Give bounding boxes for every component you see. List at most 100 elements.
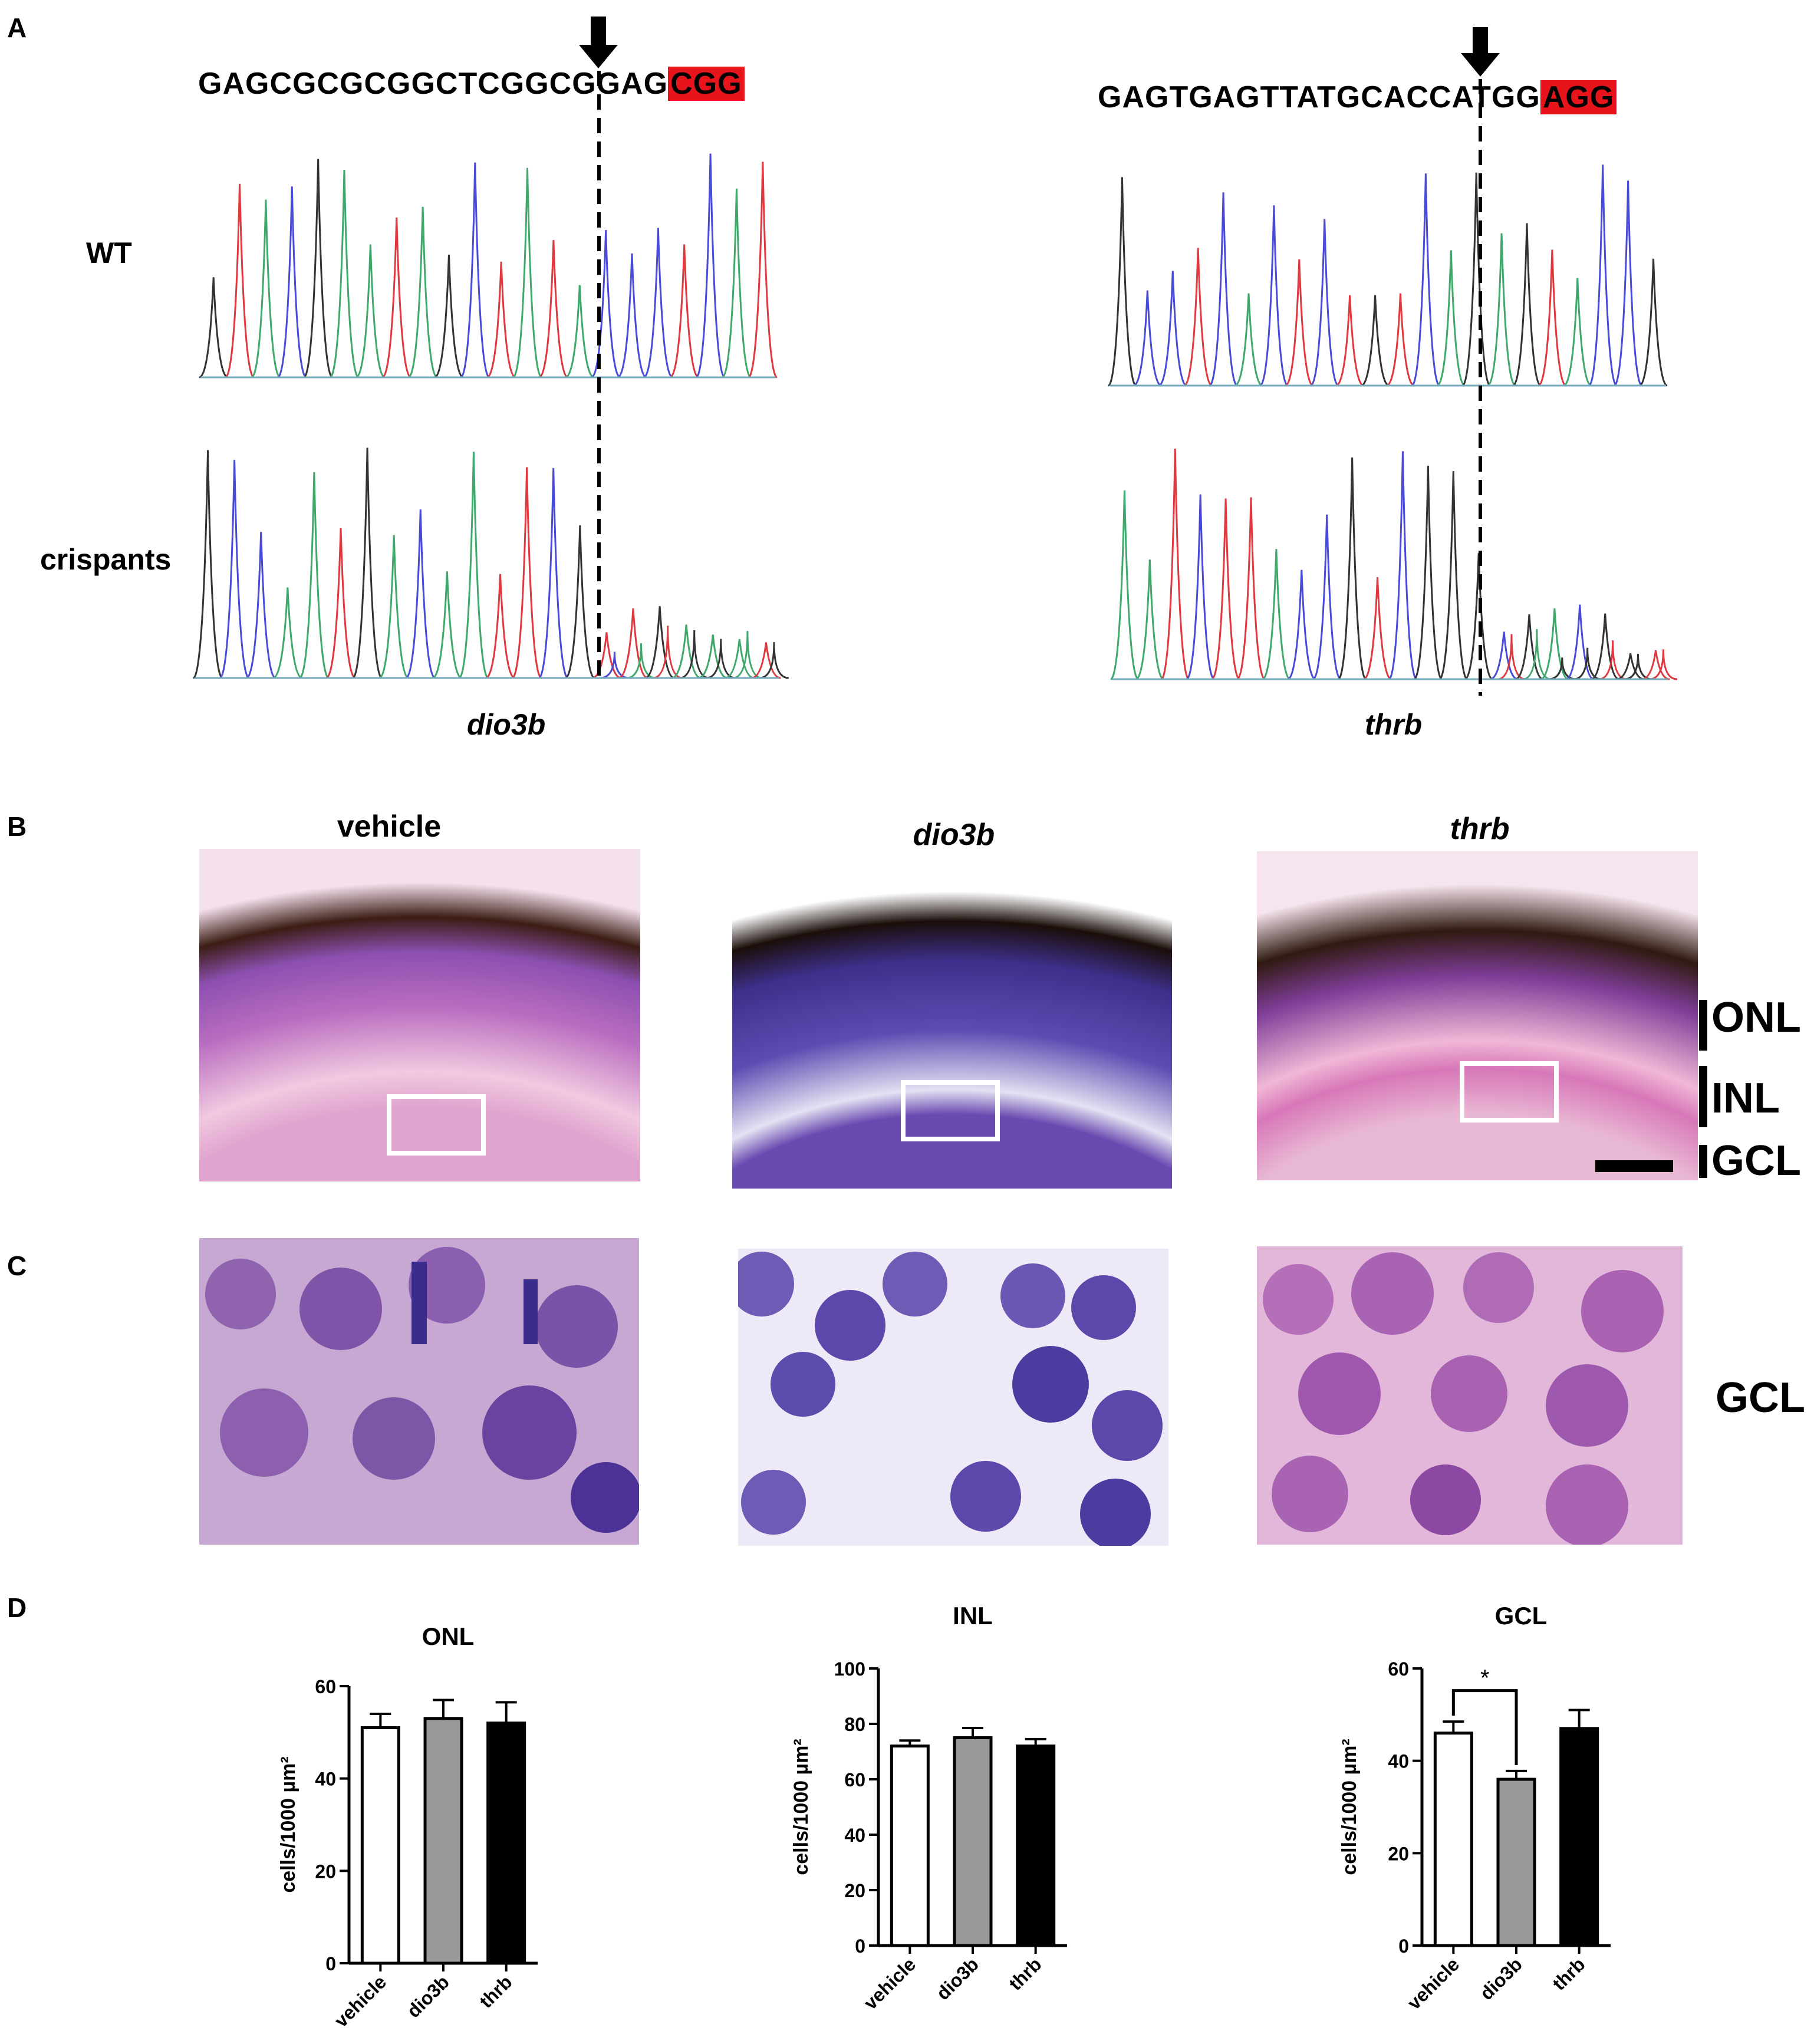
layer-label-gcl: GCL (1711, 1137, 1801, 1184)
x-tick-label: dio3b (403, 1971, 453, 2022)
trace-peak (1523, 629, 1551, 680)
retina-section-dio3b (732, 858, 1172, 1189)
dio3b-wt-trace (199, 153, 778, 378)
y-tick-label: 60 (1388, 1658, 1409, 1680)
y-tick-label: 80 (844, 1714, 865, 1735)
bar-vehicle (360, 1726, 400, 1965)
trace-peak (1338, 457, 1367, 680)
trace-peak (512, 167, 542, 378)
dio3b-cut-arrow-icon (579, 17, 618, 68)
trace-peak (352, 447, 383, 679)
y-tick-label: 20 (844, 1880, 865, 1901)
scale-bar (1595, 1160, 1673, 1172)
trace-peak (408, 206, 438, 378)
panel-label-d: D (7, 1592, 27, 1623)
trace-peak (1133, 290, 1162, 387)
trace-peak (1616, 653, 1645, 680)
trace-peak (706, 638, 736, 679)
bar-thrb (486, 1722, 526, 1965)
trace-peak (246, 532, 276, 679)
sanger-chromatograms (193, 153, 1678, 680)
trace-peak (1211, 498, 1240, 680)
panel-label-b: B (7, 811, 27, 842)
trace-peak (1461, 172, 1491, 387)
trace-peak (1386, 293, 1415, 387)
y-tick-label: 20 (315, 1861, 336, 1882)
y-tick-label: 40 (315, 1769, 336, 1790)
layer-label-inl: INL (1711, 1075, 1780, 1122)
trace-peak (1497, 634, 1526, 680)
chart-title: INL (953, 1602, 993, 1630)
row-label-crispants: crispants (40, 543, 172, 576)
layer-label-onl: ONL (1711, 994, 1801, 1041)
trace-peak (405, 509, 436, 679)
bar-vehicle (1433, 1732, 1473, 1947)
gcl-bracket (1699, 1145, 1707, 1178)
gene-label-thrb: thrb (1365, 708, 1423, 741)
trace-peak (434, 254, 464, 378)
trace-peak (1262, 549, 1291, 680)
trace-peak (485, 574, 515, 679)
gcl-zoom-thrb (1257, 1246, 1683, 1545)
trace-peak (1438, 471, 1468, 680)
trace-peak (432, 571, 462, 679)
chart-title: ONL (422, 1622, 475, 1650)
thrb-sequence: GAGTGAGTTATGCACCATGGAGG (1098, 80, 1617, 115)
trace-peak (1335, 295, 1364, 387)
trace-peak (329, 169, 360, 378)
panel-label-a: A (7, 12, 27, 43)
trace-peak (486, 261, 516, 378)
trace-peak (1236, 497, 1266, 680)
y-axis-label: cells/1000 µm² (1338, 1739, 1361, 1875)
x-tick-label: vehicle (330, 1971, 390, 2031)
trace-peak (695, 153, 726, 378)
y-axis-label: cells/1000 µm² (277, 1756, 299, 1892)
y-tick-label: 40 (844, 1825, 865, 1846)
row-label-wt: WT (86, 236, 132, 269)
retina-section-thrb (1257, 851, 1698, 1180)
trace-peak (1310, 219, 1339, 387)
retina-section-vehicle (199, 849, 640, 1181)
trace-peak (671, 624, 702, 679)
trace-peak (355, 244, 386, 378)
y-tick-label: 40 (1388, 1751, 1409, 1772)
x-tick-label: thrb (1005, 1953, 1045, 1994)
y-tick-label: 60 (315, 1676, 336, 1697)
x-tick-label: thrb (1548, 1953, 1589, 1994)
trace-peak (617, 253, 647, 378)
panel-c-layer-label: GCL (1716, 1374, 1805, 1421)
trace-peak (1591, 613, 1619, 680)
bar-thrb (1016, 1745, 1056, 1947)
col-title-vehicle: vehicle (337, 809, 442, 844)
y-tick-label: 0 (855, 1936, 865, 1957)
thrb-cut-arrow-icon (1461, 27, 1500, 77)
gcl-zoom-vehicle (199, 1238, 639, 1545)
trace-peak (1110, 490, 1139, 680)
x-tick-label: dio3b (932, 1953, 983, 2004)
x-tick-label: dio3b (1476, 1953, 1526, 2004)
bar-dio3b (423, 1717, 463, 1965)
trace-peak (643, 228, 673, 378)
trace-peak (1158, 271, 1187, 387)
trace-peak (751, 642, 781, 679)
dio3b-protospacer: GAGCGCGCGGCTCGGCGGAG (198, 67, 669, 101)
thrb-protospacer: GAGTGAGTTATGCACCATGG (1098, 80, 1540, 114)
trace-peak (219, 460, 250, 679)
trace-peak (199, 277, 229, 378)
trace-peak (512, 467, 542, 679)
trace-peak (378, 535, 409, 679)
trace-peak (725, 638, 755, 679)
bar-dio3b (1496, 1778, 1536, 1947)
trace-peak (1565, 604, 1594, 680)
col-title-thrb: thrb (1450, 812, 1510, 846)
trace-peak (1259, 205, 1289, 387)
trace-peak (272, 587, 303, 679)
col-title-dio3b: dio3b (913, 818, 995, 852)
trace-peak (1641, 650, 1670, 680)
gcl-zoom-dio3b (738, 1249, 1168, 1546)
trace-peak (1209, 192, 1238, 387)
trace-peak (458, 452, 489, 679)
trace-peak (591, 230, 621, 378)
x-tick-label: vehicle (860, 1953, 920, 2013)
bar-vehicle (890, 1745, 930, 1947)
